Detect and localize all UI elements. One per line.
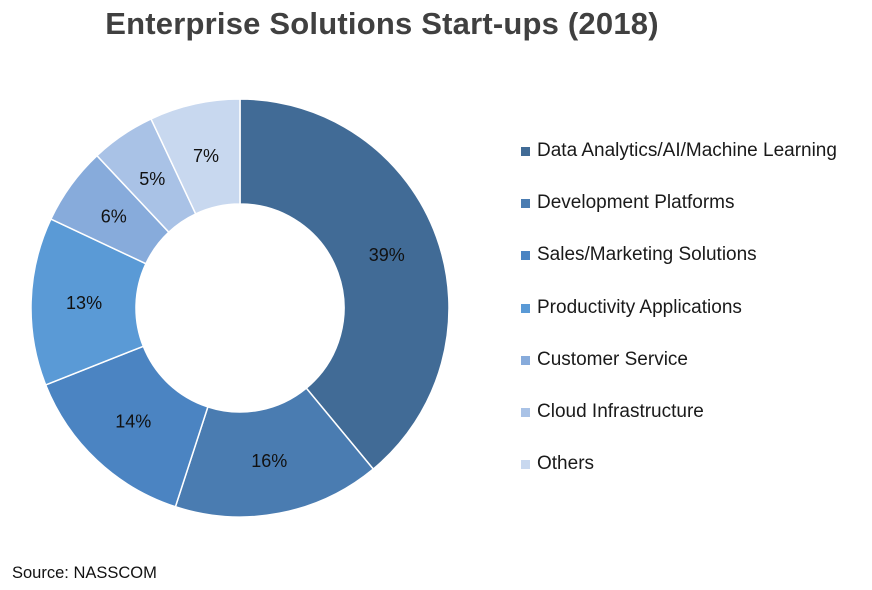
chart-title: Enterprise Solutions Start-ups (2018) <box>105 6 659 41</box>
legend-swatch <box>521 303 530 313</box>
legend-item-customer-service: Customer Service <box>521 346 837 398</box>
slice-label-data-analytics-ai-machine-learning: 39% <box>369 245 405 265</box>
legend-label: Others <box>537 453 595 475</box>
legend-item-development-platforms: Development Platforms <box>521 189 837 241</box>
legend-item-cloud-infrastructure: Cloud Infrastructure <box>521 398 837 450</box>
legend-label: Customer Service <box>537 348 688 370</box>
legend-label: Development Platforms <box>537 192 735 214</box>
legend-swatch <box>521 147 530 156</box>
slice-sales-marketing-solutions <box>44 345 209 508</box>
legend-label: Data Analytics/AI/Machine Learning <box>537 140 837 161</box>
slice-label-customer-service: 6% <box>101 206 127 226</box>
legend-label: Productivity Applications <box>537 296 742 318</box>
legend-swatch <box>521 251 530 261</box>
slice-label-others: 7% <box>193 146 219 166</box>
legend-label: Cloud Infrastructure <box>537 400 704 422</box>
legend-item-others: Others <box>521 450 837 502</box>
legend-swatch <box>521 355 530 365</box>
legend-item-sales-marketing-solutions: Sales/Marketing Solutions <box>521 241 837 293</box>
slice-label-productivity-applications: 13% <box>66 293 102 313</box>
legend-item-data-analytics-ai-machine-learning: Data Analytics/AI/Machine Learning <box>521 137 837 189</box>
slice-label-development-platforms: 16% <box>251 451 287 471</box>
slice-development-platforms <box>174 387 375 518</box>
slice-labels: 39% 16% 14% 13% 6% 5% 7% <box>66 146 405 471</box>
source-note: Source: NASSCOM <box>12 564 157 582</box>
legend-item-productivity-applications: Productivity Applications <box>521 294 837 346</box>
slice-label-sales-marketing-solutions: 14% <box>115 412 151 432</box>
slice-label-cloud-infrastructure: 5% <box>139 169 165 189</box>
slice-productivity-applications <box>30 218 147 386</box>
donut-slices <box>30 98 450 518</box>
legend-label: Sales/Marketing Solutions <box>537 244 757 266</box>
slice-others <box>150 98 241 215</box>
slice-data-analytics-ai-machine-learning <box>239 98 450 471</box>
legend-swatch <box>521 199 530 209</box>
chart-legend: Data Analytics/AI/Machine Learning Develo… <box>521 137 837 502</box>
legend-swatch <box>521 407 530 417</box>
legend-swatch <box>521 460 530 470</box>
